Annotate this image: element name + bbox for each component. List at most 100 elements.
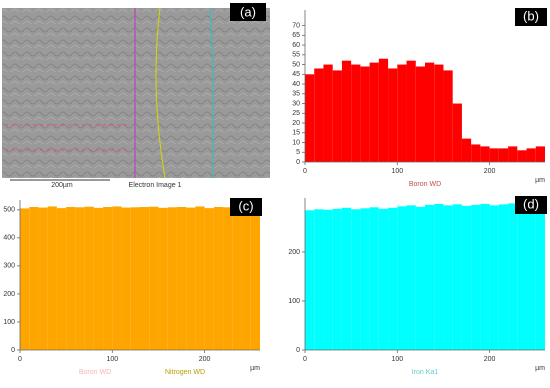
y-tick-label: 50 — [292, 61, 300, 68]
y-tick-label: 300 — [3, 263, 15, 270]
bar — [461, 138, 472, 162]
bar — [351, 64, 361, 162]
bar — [517, 204, 527, 350]
bar — [471, 204, 481, 350]
bar — [93, 207, 104, 350]
bar — [388, 68, 398, 162]
y-tick-label: 35 — [292, 91, 300, 98]
caption: Electron Image 1 — [129, 182, 182, 189]
y-tick-label: 5 — [296, 149, 300, 156]
y-tick-label: 100 — [288, 298, 300, 305]
chart-panel: 0 100 200 300 400 500 0 100 200 µm Boron WD Nitroge… — [3, 198, 262, 376]
scale-label: 200µm — [51, 182, 73, 189]
bar — [341, 207, 352, 350]
bar — [66, 207, 76, 350]
bar — [489, 148, 499, 162]
y-tick-label: 45 — [292, 71, 300, 78]
bar — [186, 207, 196, 350]
bar — [360, 208, 370, 350]
bar — [47, 206, 57, 350]
bar — [332, 70, 342, 162]
edge — [2, 2, 270, 8]
bar — [471, 144, 481, 162]
bar — [498, 204, 509, 350]
bar — [378, 208, 389, 350]
y-tick-label: 0 — [296, 159, 300, 166]
bar — [434, 203, 444, 350]
y-tick-label: 30 — [292, 100, 300, 107]
panel-label-box — [515, 8, 547, 26]
x-unit: µm — [535, 365, 545, 372]
bar — [508, 146, 518, 162]
x-tick-label: 0 — [303, 356, 307, 363]
bar — [526, 203, 536, 350]
series-label: Boron WD — [79, 369, 111, 376]
panel-label: (b) — [523, 8, 539, 23]
x-tick-label: 100 — [391, 168, 403, 175]
chart-panel: 0 5 10 15 20 25 30 35 40 45 50 55 60 65 70 0 100 200 µm Bor… — [292, 8, 547, 188]
bar — [526, 148, 536, 162]
bar — [103, 207, 113, 350]
bar — [204, 208, 214, 350]
bar — [305, 210, 315, 350]
bar — [406, 205, 416, 350]
chart-panel: 0 100 200 0 100 200 µm Iron Ka1 (d) — [288, 196, 547, 376]
panel-label: (c) — [238, 198, 253, 213]
bar — [314, 68, 324, 162]
bar — [452, 103, 462, 162]
y-tick-label: 0 — [11, 347, 15, 354]
bar — [213, 207, 224, 350]
y-tick-label: 20 — [292, 120, 300, 127]
bar — [360, 66, 370, 162]
panel-label: (d) — [523, 196, 539, 211]
bar — [443, 70, 453, 162]
x-tick-label: 200 — [199, 356, 211, 363]
bar — [20, 208, 30, 350]
bar — [489, 205, 499, 350]
bar — [305, 74, 315, 162]
y-tick-label: 200 — [288, 249, 300, 256]
y-tick-label: 400 — [3, 235, 15, 242]
bar — [130, 207, 140, 350]
bar — [480, 203, 490, 350]
bar — [397, 206, 407, 350]
bar — [250, 207, 260, 350]
y-tick-label: 500 — [3, 207, 15, 214]
bar — [369, 207, 379, 350]
x-tick-label: 0 — [18, 356, 22, 363]
x-unit: µm — [535, 177, 545, 184]
bar — [29, 207, 39, 350]
panel-label-box — [515, 196, 547, 214]
y-tick-label: 55 — [292, 52, 300, 59]
y-tick-label: 200 — [3, 291, 15, 298]
x-tick-label: 0 — [303, 168, 307, 175]
trace — [155, 7, 166, 179]
trace — [209, 7, 214, 179]
bar — [535, 146, 545, 162]
y-tick-label: 100 — [3, 319, 15, 326]
x-tick-label: 200 — [484, 356, 496, 363]
bar — [323, 209, 333, 350]
sem-image — [2, 2, 270, 178]
y-tick-label: 60 — [292, 42, 300, 49]
bar — [480, 146, 490, 162]
panel-label-box — [230, 3, 266, 21]
x-tick-label: 100 — [106, 356, 118, 363]
series-label: Nitrogen WD — [165, 369, 205, 376]
bar — [508, 203, 518, 350]
bar — [443, 205, 453, 350]
bar — [397, 64, 407, 162]
y-tick-label: 0 — [296, 347, 300, 354]
series-label: Iron Ka1 — [412, 369, 439, 376]
series-label: Boron WD — [409, 181, 441, 188]
bar — [232, 206, 242, 350]
bar — [388, 207, 398, 350]
bar — [112, 206, 122, 350]
bar — [332, 208, 342, 350]
bar — [378, 58, 389, 162]
bar — [84, 206, 94, 350]
x-unit: µm — [250, 365, 260, 372]
bar — [167, 207, 177, 350]
y-tick-label: 15 — [292, 130, 300, 137]
